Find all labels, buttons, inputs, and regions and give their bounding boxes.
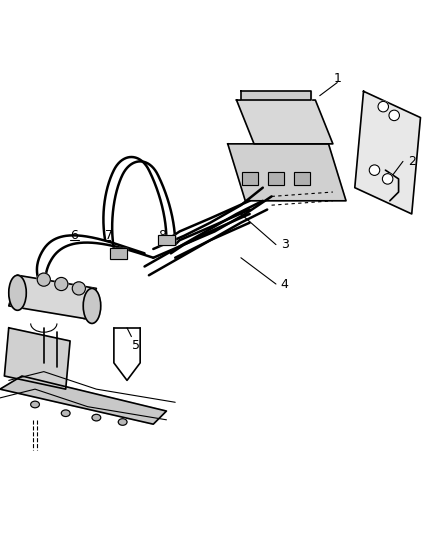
Bar — [294, 172, 310, 185]
Bar — [110, 248, 127, 259]
Circle shape — [37, 273, 50, 286]
Bar — [242, 172, 258, 185]
Bar — [268, 172, 284, 185]
Ellipse shape — [92, 414, 101, 421]
Bar — [158, 235, 175, 246]
Ellipse shape — [61, 410, 70, 416]
Text: 1: 1 — [333, 71, 341, 85]
Text: 3: 3 — [281, 238, 289, 251]
Bar — [268, 172, 284, 185]
Text: 5: 5 — [132, 339, 140, 352]
Ellipse shape — [31, 401, 39, 408]
Polygon shape — [228, 144, 346, 201]
Text: 8: 8 — [158, 229, 166, 243]
Text: 4: 4 — [281, 278, 289, 290]
Circle shape — [72, 282, 85, 295]
Polygon shape — [237, 100, 333, 144]
Polygon shape — [355, 91, 420, 214]
Bar — [294, 172, 310, 185]
Polygon shape — [241, 91, 311, 100]
Circle shape — [378, 101, 389, 112]
Ellipse shape — [83, 288, 101, 324]
Circle shape — [369, 165, 380, 175]
Text: 6: 6 — [71, 229, 78, 243]
Bar — [110, 248, 127, 259]
Circle shape — [389, 110, 399, 120]
Polygon shape — [4, 328, 70, 389]
Polygon shape — [0, 376, 166, 424]
Circle shape — [55, 278, 68, 290]
Circle shape — [382, 174, 393, 184]
Bar — [158, 235, 175, 246]
Text: 7: 7 — [106, 229, 113, 243]
Text: 2: 2 — [408, 155, 416, 168]
Ellipse shape — [118, 419, 127, 425]
Bar — [242, 172, 258, 185]
Polygon shape — [9, 275, 96, 319]
Ellipse shape — [9, 275, 26, 310]
